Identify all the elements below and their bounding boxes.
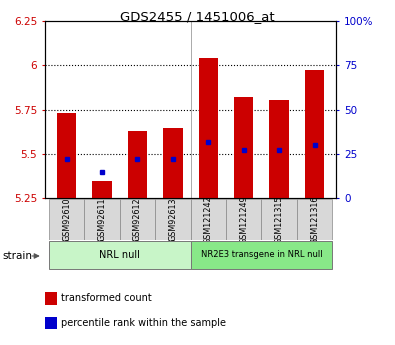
Text: percentile rank within the sample: percentile rank within the sample [61, 318, 226, 328]
FancyBboxPatch shape [85, 199, 120, 240]
Text: NRL null: NRL null [99, 249, 140, 259]
Bar [199, 58, 218, 198]
FancyBboxPatch shape [49, 241, 191, 269]
FancyBboxPatch shape [191, 241, 332, 269]
Bar [234, 97, 254, 198]
FancyBboxPatch shape [261, 199, 297, 240]
Text: GDS2455 / 1451006_at: GDS2455 / 1451006_at [120, 10, 275, 23]
Text: GSM121316: GSM121316 [310, 195, 319, 244]
Text: strain: strain [2, 251, 32, 261]
FancyBboxPatch shape [297, 199, 332, 240]
Text: GSM121242: GSM121242 [204, 195, 213, 244]
Bar [163, 128, 182, 198]
Text: GSM92610: GSM92610 [62, 198, 71, 241]
Bar [305, 70, 324, 198]
Text: GSM92611: GSM92611 [98, 198, 107, 241]
Text: GSM121315: GSM121315 [275, 195, 284, 244]
Bar [269, 100, 289, 198]
FancyBboxPatch shape [155, 199, 191, 240]
FancyBboxPatch shape [191, 199, 226, 240]
Text: NR2E3 transgene in NRL null: NR2E3 transgene in NRL null [201, 250, 322, 259]
FancyBboxPatch shape [120, 199, 155, 240]
Bar [128, 131, 147, 198]
Bar [57, 113, 76, 198]
FancyBboxPatch shape [226, 199, 261, 240]
Text: transformed count: transformed count [61, 294, 152, 303]
FancyBboxPatch shape [49, 199, 85, 240]
Text: GSM92612: GSM92612 [133, 198, 142, 241]
Text: GSM121249: GSM121249 [239, 195, 248, 244]
Bar [92, 181, 112, 198]
Text: GSM92613: GSM92613 [168, 198, 177, 241]
